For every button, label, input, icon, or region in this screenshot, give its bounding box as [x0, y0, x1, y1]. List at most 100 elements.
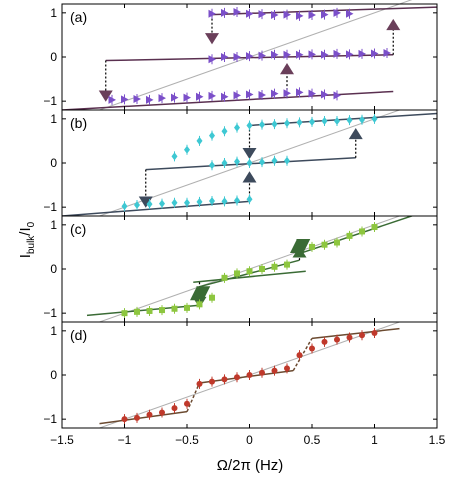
branch-line-1 [199, 369, 294, 384]
data-point-s0-6 [196, 301, 203, 308]
data-point-s2-9 [284, 119, 290, 128]
data-point-s0-18 [333, 91, 341, 100]
data-point-s0-1 [121, 95, 129, 104]
data-point-s0-17 [321, 90, 329, 99]
data-point-s0-0 [121, 416, 128, 423]
panel-c [86, 216, 415, 322]
y-axis-label-tail: /I [17, 227, 34, 235]
data-point-s0-19 [371, 224, 378, 231]
data-point-s0-7 [196, 92, 204, 101]
data-point-s0-3 [159, 307, 165, 314]
data-point-s0-4 [171, 198, 178, 207]
data-point-s2-11 [346, 9, 354, 18]
data-point-s0-8 [221, 376, 228, 383]
data-point-s1-4 [258, 51, 266, 60]
data-point-s2-12 [321, 117, 328, 126]
x-tick-label-4: 0.5 [304, 433, 321, 447]
data-point-s0-2 [146, 200, 153, 209]
data-point-s0-10 [246, 195, 253, 204]
data-point-s0-12 [271, 367, 278, 374]
branch-line-1 [249, 112, 437, 127]
data-point-s0-9 [234, 270, 240, 277]
data-point-s0-11 [259, 369, 265, 376]
data-point-s0-4 [158, 94, 166, 103]
data-point-s2-6 [246, 121, 253, 130]
data-point-s0-2 [146, 307, 153, 314]
data-point-s0-8 [221, 274, 228, 281]
data-point-s1-2 [234, 157, 240, 166]
data-point-s1-9 [321, 50, 329, 59]
data-point-s0-15 [309, 345, 315, 352]
data-point-s2-4 [258, 10, 266, 19]
data-point-s0-12 [271, 263, 278, 270]
data-point-s0-18 [359, 228, 365, 235]
data-point-s1-3 [246, 159, 253, 167]
data-point-s2-11 [309, 117, 315, 126]
data-point-s0-19 [359, 332, 365, 339]
jump-arrow-3 [348, 127, 363, 140]
data-point-s0-0 [121, 202, 128, 211]
branch-line-0 [86, 304, 200, 317]
data-point-s2-8 [308, 11, 316, 20]
panel-a [62, 0, 437, 110]
data-point-s2-13 [334, 117, 340, 126]
data-point-s1-4 [259, 158, 265, 167]
data-point-s0-1 [134, 414, 140, 421]
data-point-s0-5 [184, 400, 190, 407]
data-point-s1-12 [358, 49, 366, 58]
data-point-s0-0 [108, 95, 116, 104]
data-point-s1-3 [246, 52, 254, 61]
data-point-s0-10 [246, 268, 253, 275]
y-tick-label-3-2: 1 [50, 324, 57, 338]
x-tick-label-0: −1.5 [50, 433, 74, 447]
jump-arrow-1 [205, 33, 219, 45]
data-point-s0-4 [171, 405, 178, 412]
data-point-s0-18 [346, 334, 353, 341]
data-point-s2-1 [221, 8, 229, 17]
y-tick-label-0-0: −1 [43, 94, 57, 108]
data-point-s0-11 [259, 266, 265, 272]
jump-arrow-2 [280, 63, 294, 75]
data-point-s0-16 [308, 89, 316, 98]
data-point-s2-14 [346, 116, 353, 125]
data-point-s2-8 [271, 120, 278, 129]
data-point-s0-14 [283, 89, 291, 98]
data-point-s0-14 [309, 243, 315, 250]
data-point-s1-6 [283, 50, 291, 59]
y-tick-label-2-0: −1 [43, 306, 57, 320]
x-tick-label-5: 1 [371, 433, 378, 447]
data-point-s0-1 [134, 308, 140, 315]
branch-line-3 [299, 216, 415, 255]
jump-arrow-3 [386, 18, 401, 31]
big-marker-3 [296, 239, 311, 254]
data-point-s0-5 [171, 93, 179, 102]
jump-arrow-0 [98, 90, 113, 102]
y-axis-label-sub2: 0 [26, 221, 37, 227]
data-point-s2-2 [233, 7, 241, 16]
data-point-s2-7 [296, 11, 304, 20]
y-axis-label-main: I [17, 254, 34, 258]
y-tick-label-2-1: 0 [50, 262, 57, 276]
data-point-s0-2 [146, 411, 153, 418]
branch-line-0 [62, 200, 250, 216]
data-point-s0-7 [209, 378, 215, 385]
data-point-s2-3 [209, 131, 215, 140]
data-point-s0-8 [208, 91, 216, 100]
data-point-s1-1 [221, 53, 229, 61]
data-point-s0-16 [321, 338, 328, 345]
data-point-s0-0 [121, 310, 128, 317]
x-tick-label-2: −0.5 [175, 433, 199, 447]
panel-b [62, 110, 437, 216]
branch-line-2 [311, 327, 400, 340]
x-axis-label: Ω/2π (Hz) [217, 457, 284, 474]
panel-label-c: (c) [70, 221, 86, 237]
y-tick-label-3-1: 0 [50, 368, 57, 382]
data-point-s0-5 [184, 304, 190, 311]
connector-line-0 [186, 382, 201, 412]
big-marker-0 [190, 286, 204, 301]
data-point-s2-15 [359, 115, 365, 124]
data-point-s0-10 [246, 372, 253, 378]
data-point-s0-20 [371, 330, 378, 337]
data-point-s0-6 [196, 197, 203, 206]
